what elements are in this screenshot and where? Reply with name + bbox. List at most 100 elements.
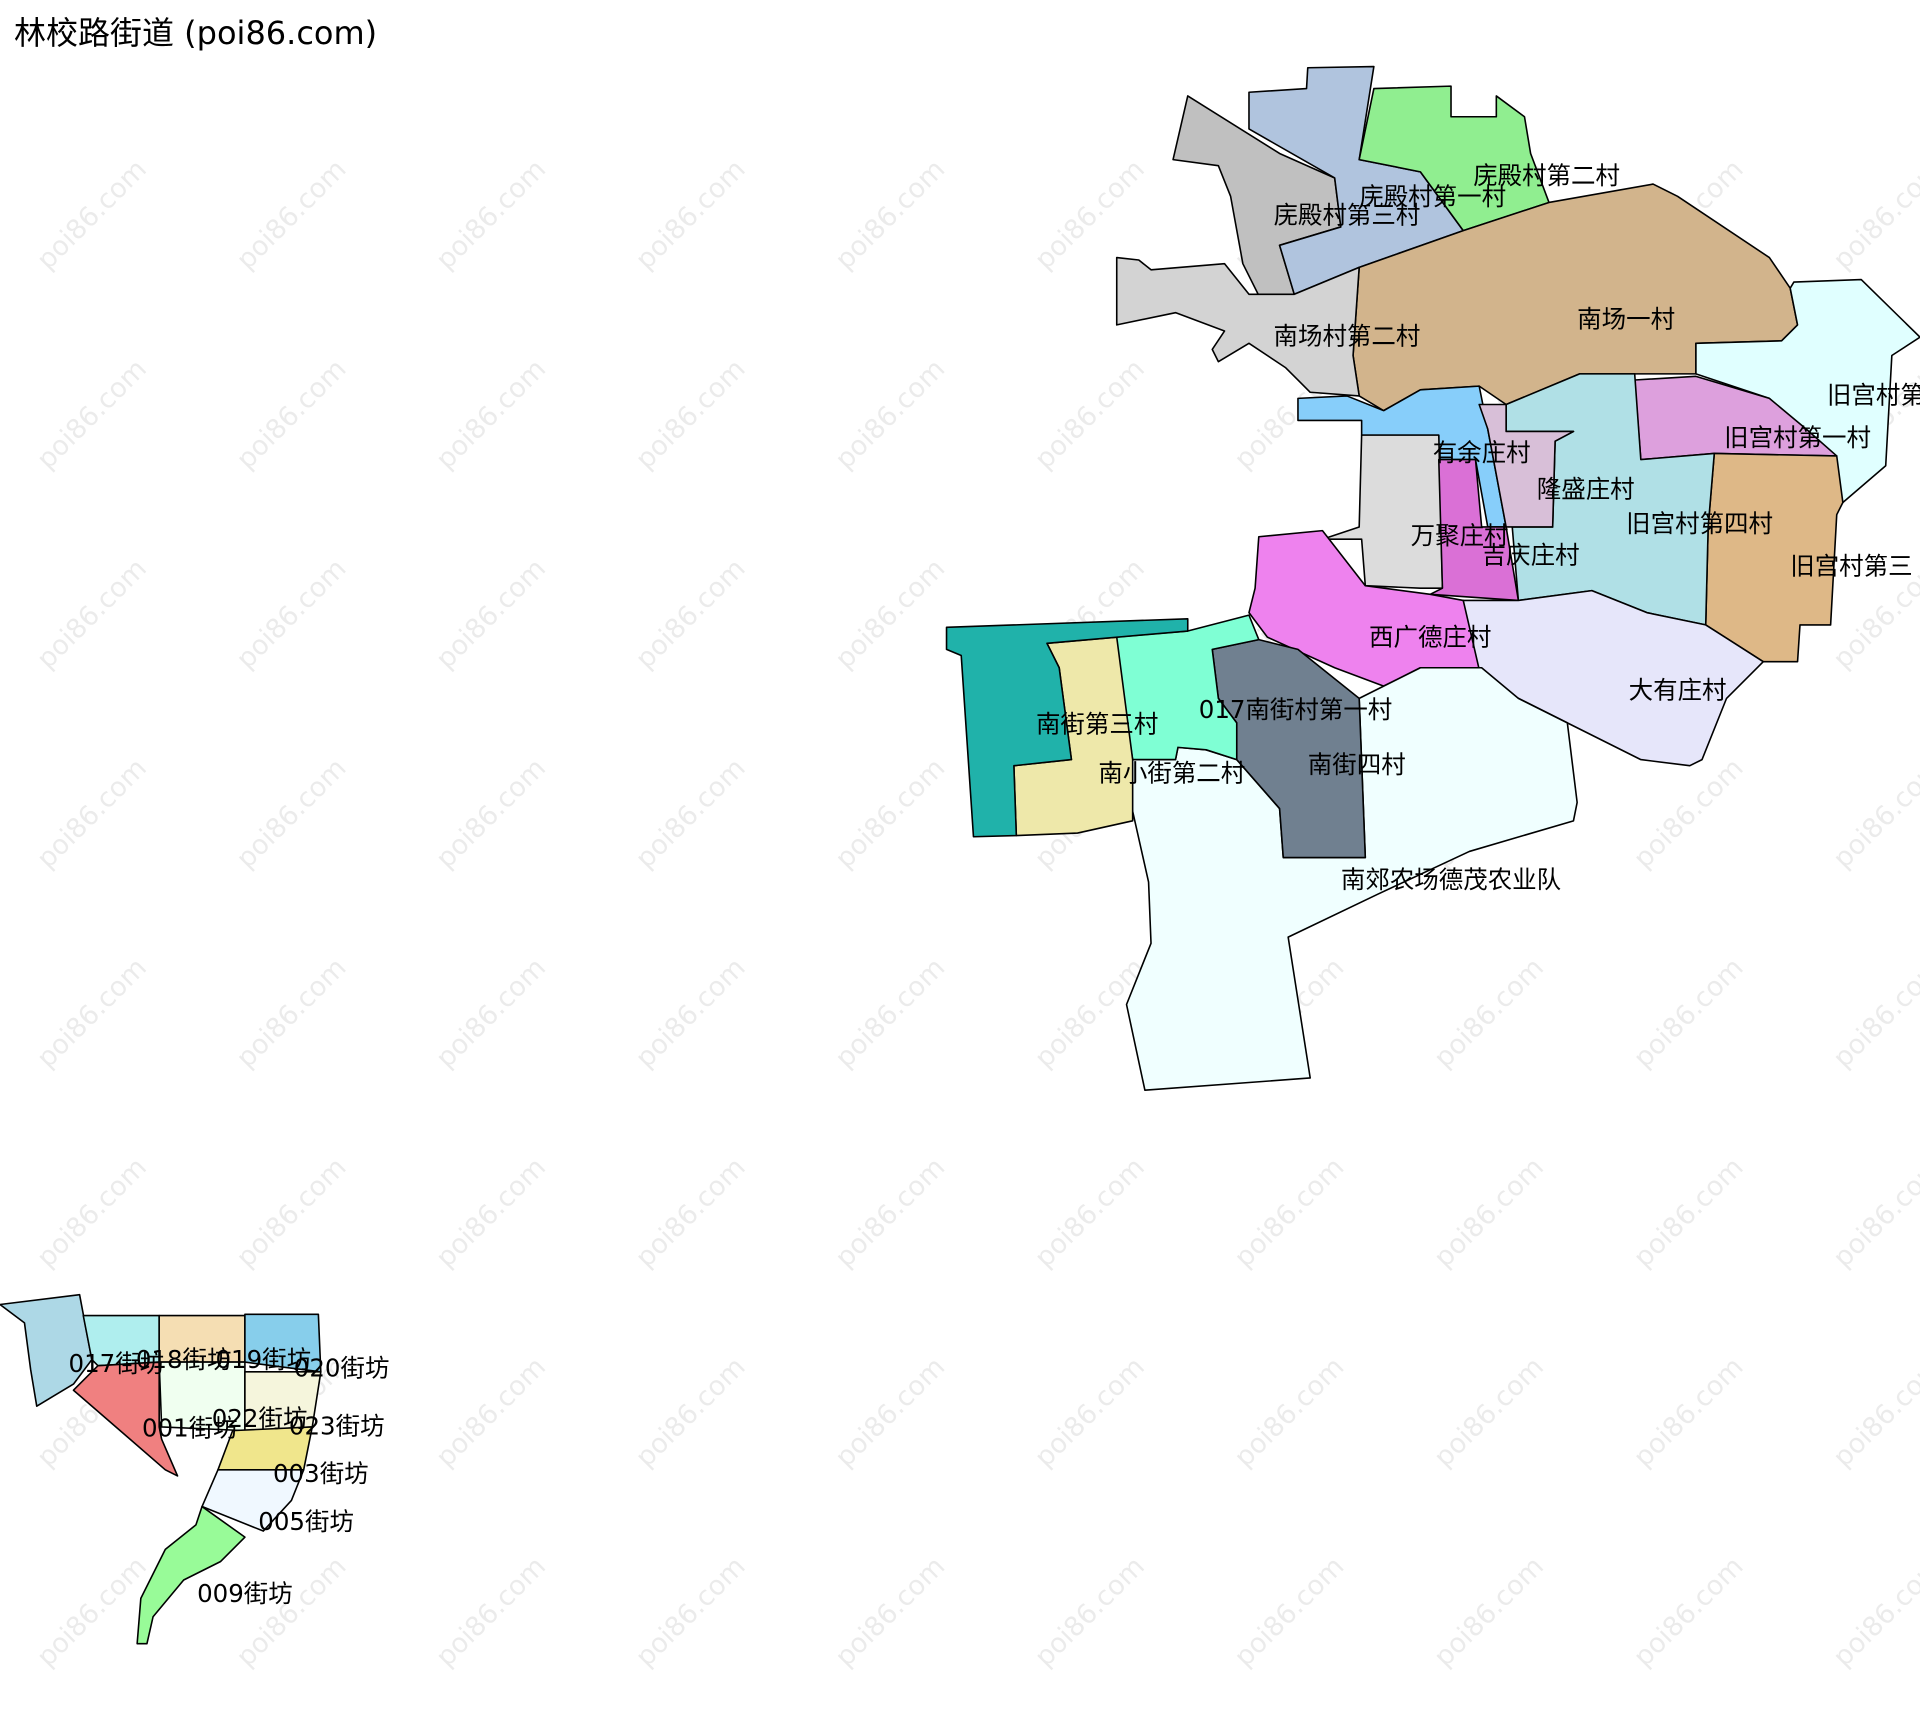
region-label: 009街坊	[197, 1579, 293, 1608]
watermark-text: poi86.com	[231, 353, 353, 475]
watermark-text: poi86.com	[1229, 1351, 1351, 1473]
watermark-text: poi86.com	[630, 154, 752, 276]
watermark-text: poi86.com	[31, 553, 153, 675]
region-label: 旧宫村第	[1827, 380, 1920, 409]
region-polygon[interactable]	[1115, 256, 1360, 397]
watermark-text: poi86.com	[829, 1551, 951, 1673]
region-label: 旧宫村第三	[1790, 552, 1912, 581]
region-label: 旧宫村第一村	[1724, 423, 1871, 452]
watermark-text: poi86.com	[829, 553, 951, 675]
region-label: 022街坊	[212, 1404, 308, 1433]
watermark-text: poi86.com	[31, 753, 153, 875]
watermark-text: poi86.com	[1029, 1351, 1151, 1473]
region-label: 南小街第二村	[1098, 759, 1245, 788]
watermark-text: poi86.com	[829, 1152, 951, 1274]
region-label: 庑殿村第三村	[1274, 200, 1421, 229]
watermark-text: poi86.com	[630, 952, 752, 1074]
watermark-text: poi86.com	[231, 154, 353, 276]
watermark-text: poi86.com	[430, 1551, 552, 1673]
watermark-text: poi86.com	[630, 1351, 752, 1473]
watermark-text: poi86.com	[1628, 753, 1750, 875]
region-polygon[interactable]	[201, 1469, 305, 1532]
watermark-text: poi86.com	[829, 353, 951, 475]
watermark-text: poi86.com	[231, 1152, 353, 1274]
watermark-text: poi86.com	[1229, 1551, 1351, 1673]
region-label: 南场一村	[1577, 304, 1675, 333]
region-label: 西广德庄村	[1369, 623, 1491, 652]
watermark-text: poi86.com	[1029, 1551, 1151, 1673]
watermark-text: poi86.com	[829, 753, 951, 875]
region-label: 隆盛庄村	[1537, 475, 1635, 504]
region-polygon[interactable]	[1113, 614, 1260, 761]
watermark-text: poi86.com	[1428, 952, 1550, 1074]
region-polygon[interactable]	[1429, 458, 1520, 602]
watermark-text: poi86.com	[1628, 1551, 1750, 1673]
watermark-text: poi86.com	[1827, 1551, 1920, 1673]
watermark-text: poi86.com	[1827, 1152, 1920, 1274]
watermark-text: poi86.com	[829, 1351, 951, 1473]
region-polygon[interactable]	[136, 1505, 246, 1645]
region-label: 003街坊	[273, 1459, 369, 1488]
watermark-text: poi86.com	[1827, 753, 1920, 875]
map-title: 林校路街道 (poi86.com)	[14, 14, 378, 52]
watermark-text: poi86.com	[1229, 1152, 1351, 1274]
regions-layer	[0, 65, 1920, 1645]
watermark-text: poi86.com	[430, 154, 552, 276]
watermark-text: poi86.com	[430, 553, 552, 675]
region-label: 南街四村	[1308, 750, 1406, 779]
watermark-text: poi86.com	[1428, 1551, 1550, 1673]
region-label: 017街坊	[69, 1349, 165, 1378]
watermark-text: poi86.com	[430, 1351, 552, 1473]
watermark-text: poi86.com	[829, 952, 951, 1074]
region-label: 019街坊	[215, 1345, 311, 1374]
region-label: 万聚庄村	[1411, 521, 1509, 550]
watermark-text: poi86.com	[630, 1152, 752, 1274]
watermark-text: poi86.com	[1628, 1152, 1750, 1274]
watermark-text: poi86.com	[1428, 1152, 1550, 1274]
watermark-text: poi86.com	[31, 154, 153, 276]
region-label: 有余庄村	[1433, 438, 1531, 467]
region-label: 023街坊	[289, 1411, 385, 1440]
labels-layer: 庑殿村第三村庑殿村第一村庑殿村第二村南场一村南场村第二村旧宫村第旧宫村第一村旧宫…	[69, 161, 1920, 1608]
watermark-text: poi86.com	[1029, 154, 1151, 276]
watermark-text: poi86.com	[31, 1551, 153, 1673]
region-label: 南郊农场德茂农业队	[1341, 865, 1561, 894]
region-polygon[interactable]	[945, 617, 1189, 838]
watermark-text: poi86.com	[231, 1551, 353, 1673]
watermark-text: poi86.com	[630, 753, 752, 875]
watermark-text: poi86.com	[31, 1152, 153, 1274]
watermark-text: poi86.com	[430, 1152, 552, 1274]
watermark-text: poi86.com	[829, 154, 951, 276]
watermark-text: poi86.com	[1628, 1351, 1750, 1473]
region-polygon[interactable]	[244, 1313, 322, 1373]
region-polygon[interactable]	[1358, 85, 1550, 232]
region-label: 017南街村第一村	[1199, 695, 1393, 724]
watermark-text: poi86.com	[1029, 1152, 1151, 1274]
watermark-text: poi86.com	[1029, 353, 1151, 475]
watermark-text: poi86.com	[430, 753, 552, 875]
region-label: 南场村第二村	[1274, 322, 1421, 351]
watermark-text: poi86.com	[430, 952, 552, 1074]
watermark-text: poi86.com	[31, 952, 153, 1074]
watermark-text: poi86.com	[1628, 952, 1750, 1074]
watermark-text: poi86.com	[231, 753, 353, 875]
region-polygon[interactable]	[0, 1293, 93, 1407]
watermark-text: poi86.com	[231, 553, 353, 675]
watermark-text: poi86.com	[630, 353, 752, 475]
watermark-text: poi86.com	[31, 353, 153, 475]
region-label: 吉庆庄村	[1482, 541, 1580, 570]
region-label: 005街坊	[258, 1507, 354, 1536]
region-polygon[interactable]	[1478, 403, 1575, 528]
watermark-text: poi86.com	[1827, 952, 1920, 1074]
watermark-text: poi86.com	[630, 1551, 752, 1673]
watermark-text: poi86.com	[1827, 1351, 1920, 1473]
region-label: 庑殿村第一村	[1359, 182, 1506, 211]
region-label: 018街坊	[136, 1345, 232, 1374]
region-label: 001街坊	[142, 1414, 238, 1443]
watermark-text: poi86.com	[1827, 154, 1920, 276]
watermark-text: poi86.com	[430, 353, 552, 475]
region-label: 旧宫村第四村	[1626, 509, 1773, 538]
watermark-text: poi86.com	[630, 553, 752, 675]
region-label: 南街第三村	[1036, 710, 1158, 739]
